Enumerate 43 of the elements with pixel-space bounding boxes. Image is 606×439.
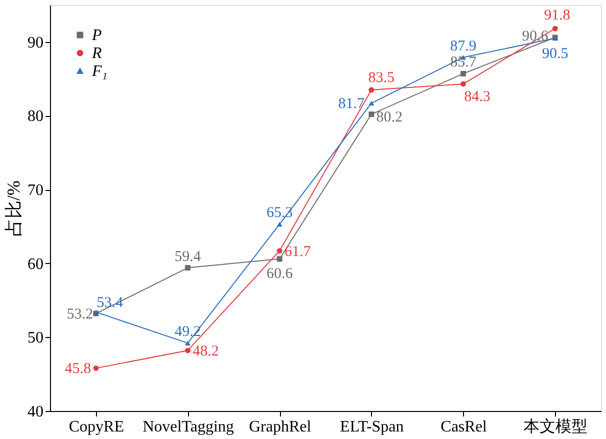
legend-label: R xyxy=(91,45,102,62)
data-label: 83.5 xyxy=(368,70,395,86)
y-tick-label: 60 xyxy=(28,256,44,273)
data-label: 90.5 xyxy=(542,46,568,62)
data-label: 84.3 xyxy=(464,88,490,105)
point xyxy=(93,365,99,371)
legend-label: F₁ xyxy=(91,63,108,80)
data-label: 48.2 xyxy=(192,343,219,360)
y-tick-label: 40 xyxy=(28,404,44,420)
x-tick-label: ELT-Span xyxy=(340,418,404,436)
x-tick-label: NovelTagging xyxy=(142,418,234,436)
point xyxy=(460,81,466,87)
point xyxy=(276,248,282,254)
y-tick-label: 70 xyxy=(28,182,44,200)
data-label: 53.2 xyxy=(66,306,94,323)
x-tick-label: CasRel xyxy=(440,418,488,436)
x-tick-label: GraphRel xyxy=(248,418,312,436)
point xyxy=(276,256,282,262)
legend-label: P xyxy=(91,27,102,44)
x-tick-label: CopyRE xyxy=(68,418,124,436)
point xyxy=(185,340,190,346)
point xyxy=(368,87,374,93)
y-tick-label: 90 xyxy=(28,34,44,52)
point xyxy=(552,26,558,32)
point xyxy=(185,348,190,354)
point xyxy=(368,100,374,106)
data-label: 61.7 xyxy=(284,244,312,260)
y-tick-label: 80 xyxy=(28,108,44,126)
point xyxy=(276,222,282,227)
point xyxy=(368,112,374,117)
point xyxy=(185,265,190,271)
data-label: 91.8 xyxy=(544,8,570,24)
data-label: 85.7 xyxy=(450,54,477,71)
data-label: 45.8 xyxy=(64,361,92,378)
x-tick-label: 本文模型 xyxy=(524,418,588,436)
y-axis-title: 占比/% xyxy=(4,180,24,236)
data-label: 81.7 xyxy=(338,96,366,112)
data-label: 60.6 xyxy=(266,266,294,282)
data-label: 80.2 xyxy=(376,109,403,126)
point xyxy=(460,70,466,76)
data-label: 87.9 xyxy=(450,38,476,54)
y-tick-label: 50 xyxy=(28,330,44,347)
data-label: 59.4 xyxy=(174,248,202,265)
